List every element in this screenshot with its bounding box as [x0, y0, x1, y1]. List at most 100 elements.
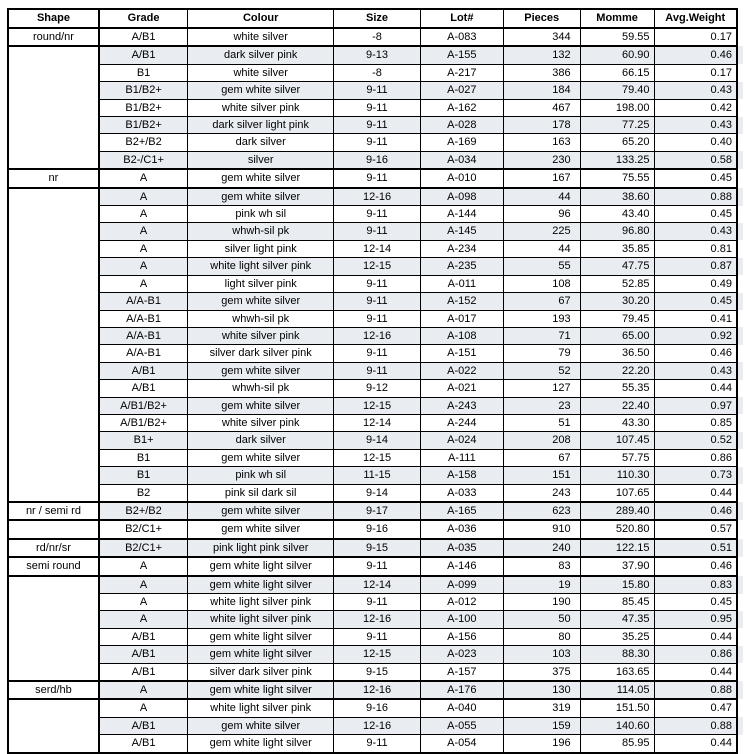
row-shade-overflow [736, 64, 744, 82]
cell-lot-number: A-145 [419, 222, 504, 241]
cell-size: 9-11 [333, 98, 421, 118]
cell-grade: A [98, 187, 189, 207]
cell-momme: 43.30 [579, 413, 655, 433]
cell-size: 12-15 [333, 257, 421, 276]
cell-colour: gem white silver [187, 519, 335, 540]
row-shade-overflow [736, 257, 744, 276]
cell-size: 9-11 [333, 168, 421, 189]
cell-lot-number: A-169 [419, 133, 504, 152]
cell-grade: B1 [98, 448, 189, 468]
cell-momme: 65.00 [579, 326, 655, 346]
cell-pieces: 467 [502, 98, 581, 118]
cell-lot-number: A-040 [419, 698, 504, 718]
row-shade-overflow [736, 310, 744, 328]
cell-lot-number: A-034 [419, 150, 504, 170]
cell-shape: serd/hb [7, 680, 100, 701]
cell-avg-weight: 0.88 [653, 187, 738, 207]
cell-momme: 30.20 [579, 292, 655, 311]
cell-colour: pink sil dark sil [187, 483, 335, 503]
table-body: round/nr A/B1 white silver -8 A-083 344 59.55 0… [7, 26, 744, 754]
table-row: A/A-B1 gem white silver 9-11 A-152 67 30.20 0.… [8, 292, 744, 311]
cell-grade: A [98, 274, 189, 294]
cell-grade: A/B1 [98, 379, 189, 398]
cell-pieces: 52 [502, 361, 581, 381]
cell-pieces: 375 [502, 662, 581, 682]
cell-shape-merged [7, 45, 100, 170]
cell-lot-number: A-152 [419, 292, 504, 311]
cell-avg-weight: 0.49 [653, 274, 738, 294]
cell-momme: 133.25 [579, 150, 655, 170]
cell-colour: gem white light silver [187, 734, 335, 754]
cell-size: 9-11 [333, 133, 421, 152]
cell-colour: whwh-sil pk [187, 222, 335, 241]
cell-size: 12-15 [333, 396, 421, 415]
cell-colour: silver [187, 150, 335, 170]
cell-lot-number: A-108 [419, 326, 504, 346]
cell-grade: A/B1 [98, 662, 189, 682]
cell-avg-weight: 0.17 [653, 63, 738, 83]
row-shade-overflow [736, 575, 744, 594]
cell-avg-weight: 0.51 [653, 537, 738, 559]
cell-momme: 15.80 [579, 575, 655, 594]
cell-colour: gem white silver [187, 500, 335, 522]
cell-avg-weight: 0.46 [653, 500, 738, 522]
cell-lot-number: A-151 [419, 344, 504, 363]
cell-size: 9-11 [333, 274, 421, 294]
cell-size: 9-11 [333, 344, 421, 363]
cell-lot-number: A-234 [419, 239, 504, 259]
cell-colour: gem white silver [187, 396, 335, 415]
cell-momme: 79.45 [579, 309, 655, 328]
cell-grade: A/B1 [98, 361, 189, 381]
cell-momme: 37.90 [579, 556, 655, 577]
cell-grade: B1/B2+ [98, 116, 189, 135]
cell-pieces: 196 [502, 734, 581, 754]
cell-avg-weight: 0.88 [653, 716, 738, 736]
cell-colour: white silver [187, 26, 335, 48]
header-colour: Colour [187, 8, 335, 29]
cell-size: 12-16 [333, 680, 421, 701]
cell-size: 9-16 [333, 150, 421, 170]
cell-colour: gem white silver [187, 81, 335, 100]
cell-grade: B2/C1+ [98, 537, 189, 559]
cell-avg-weight: 0.44 [653, 662, 738, 682]
row-shade-overflow [736, 99, 744, 117]
cell-momme: 96.80 [579, 222, 655, 241]
cell-momme: 85.95 [579, 734, 655, 754]
row-shade-overflow [736, 327, 744, 345]
table-row: A/A-B1 silver dark silver pink 9-11 A-151 79… [8, 344, 744, 363]
cell-momme: 77.25 [579, 116, 655, 135]
cell-lot-number: A-162 [419, 98, 504, 118]
table-row: B2-/C1+ silver 9-16 A-034 230 133.25 0.58 [8, 150, 744, 170]
cell-pieces: 71 [502, 326, 581, 346]
cell-colour: white silver pink [187, 98, 335, 118]
cell-lot-number: A-010 [419, 168, 504, 189]
cell-avg-weight: 0.43 [653, 81, 738, 100]
table-row: A/B1 silver dark silver pink 9-15 A-157 375 1… [8, 662, 744, 682]
cell-momme: 59.55 [579, 26, 655, 48]
cell-grade: A [98, 680, 189, 701]
cell-colour: gem white silver [187, 292, 335, 311]
cell-momme: 57.75 [579, 448, 655, 468]
table-row: B1 gem white silver 12-15 A-111 67 57.75 0.86 [8, 448, 744, 468]
cell-colour: white light silver pink [187, 698, 335, 718]
cell-pieces: 79 [502, 344, 581, 363]
cell-pieces: 243 [502, 483, 581, 503]
header-shape: Shape [7, 8, 100, 29]
cell-avg-weight: 0.45 [653, 168, 738, 189]
table-row: round/nr A/B1 white silver -8 A-083 344 59.55 0… [7, 26, 744, 48]
cell-pieces: 623 [502, 500, 581, 522]
cell-pieces: 83 [502, 556, 581, 577]
cell-colour: pink light pink silver [187, 537, 335, 559]
cell-grade: A/B1/B2+ [98, 396, 189, 415]
cell-grade: A [98, 610, 189, 629]
row-shade-overflow [736, 520, 744, 539]
table-row: B1 white silver -8 A-217 386 66.15 0.17 [8, 63, 744, 83]
cell-size: 12-16 [333, 187, 421, 207]
cell-size: 12-16 [333, 326, 421, 346]
cell-colour: silver light pink [187, 239, 335, 259]
table-row: A/B1 gem white silver 9-11 A-022 52 22.20 0.43 [8, 361, 744, 381]
